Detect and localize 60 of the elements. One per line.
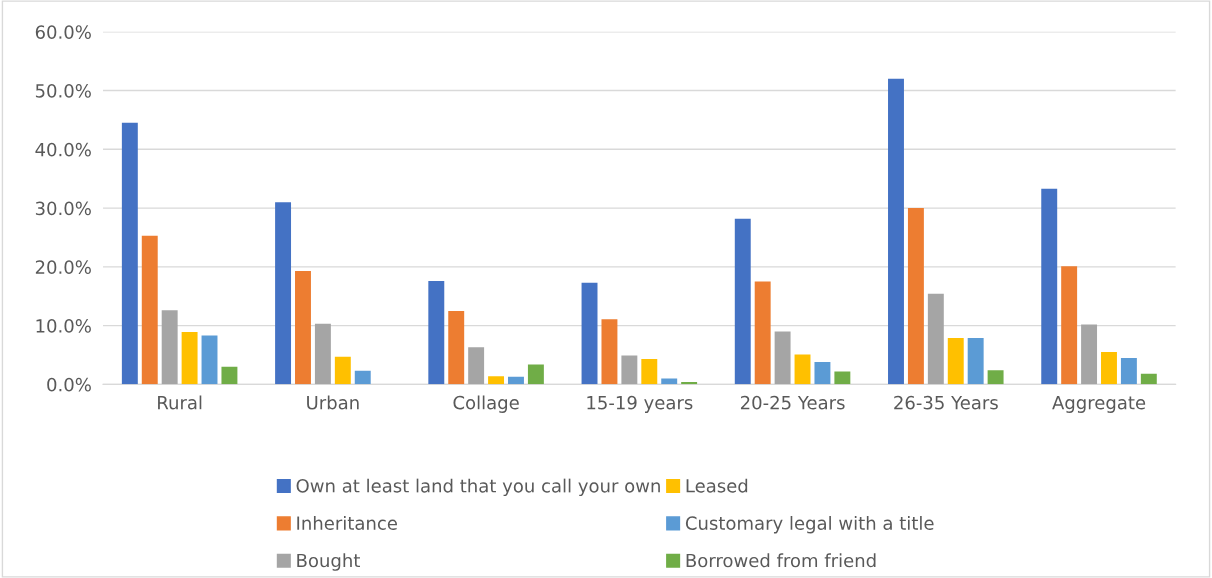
bar (221, 366, 238, 385)
bar (927, 293, 944, 385)
bar (601, 319, 618, 385)
bar (581, 282, 598, 385)
bar (794, 354, 811, 385)
bar (834, 371, 851, 385)
bar (1101, 352, 1117, 385)
bar (141, 235, 158, 385)
bar (1120, 357, 1137, 385)
bar (888, 78, 904, 385)
bar (488, 376, 505, 385)
x-tick-label: Collage (453, 395, 519, 413)
y-tick-label: 40.0% (35, 142, 91, 157)
bar (448, 310, 465, 385)
bar (967, 337, 984, 385)
bar (641, 359, 658, 385)
bar (907, 208, 924, 385)
legend-label: Borrowed from friend (686, 553, 876, 568)
x-tick-label: Rural (158, 395, 202, 410)
bar (314, 323, 331, 385)
bar (181, 332, 198, 385)
bar (428, 280, 445, 385)
bar (987, 370, 1004, 385)
y-tick-label: 10.0% (36, 319, 91, 333)
bar (295, 270, 311, 385)
legend-label: Customary legal with a title (685, 515, 934, 534)
y-tick-label: 50.0% (35, 84, 91, 98)
bar (621, 355, 638, 385)
legend-label: Own at least land that you call your own (296, 478, 660, 497)
bar (1140, 373, 1157, 385)
bar (121, 122, 138, 385)
y-tick-label: 20.0% (35, 260, 91, 274)
x-tick-label: Urban (307, 395, 359, 410)
bar (947, 337, 964, 385)
bar (754, 281, 771, 385)
bar (734, 218, 751, 385)
legend-label: Leased (686, 478, 748, 493)
bar (1041, 188, 1058, 385)
y-tick-label: 0.0% (47, 377, 91, 392)
x-tick-label: 26-35 Years (894, 395, 998, 410)
bar (468, 347, 485, 385)
legend-label: Inheritance (297, 515, 397, 530)
x-tick-label: 20-25 Years (740, 395, 845, 410)
bar (1081, 324, 1098, 385)
bar (527, 364, 544, 385)
bar (508, 376, 524, 385)
bar (201, 335, 218, 385)
bar (334, 356, 351, 385)
y-tick-label: 30.0% (35, 201, 91, 216)
x-tick-label: 15-19 years (587, 395, 693, 413)
bar (774, 331, 791, 385)
bar (814, 362, 831, 385)
bar (275, 202, 292, 385)
y-tick-label: 60.0% (35, 25, 91, 39)
bar (661, 378, 678, 385)
legend-label: Bought (297, 553, 360, 571)
bar (1061, 266, 1078, 385)
x-tick-label: Aggregate (1052, 396, 1146, 413)
bar (354, 370, 371, 385)
bar (161, 310, 178, 385)
